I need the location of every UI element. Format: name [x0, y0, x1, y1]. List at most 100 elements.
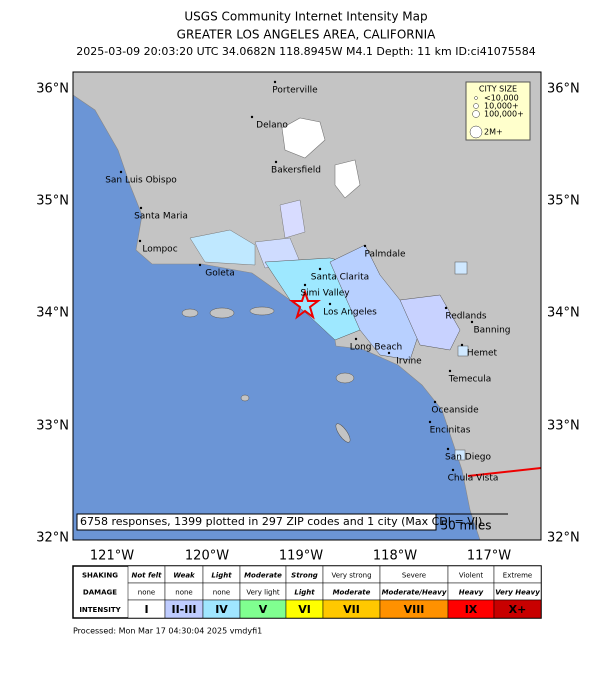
processed: Processed: Mon Mar 17 04:30:04 2025 vmdy…	[73, 627, 262, 636]
zip	[454, 261, 468, 275]
lon-label: 117°W	[467, 549, 511, 564]
shaking-label: Strong	[291, 572, 318, 580]
city-label: Banning	[473, 326, 510, 336]
city-label: Redlands	[445, 312, 487, 322]
title: USGS Community Internet Intensity Map	[184, 10, 427, 24]
damage-label: Heavy	[459, 589, 484, 597]
city-label: Chula Vista	[448, 474, 499, 484]
lat-label: 36°N	[547, 82, 580, 97]
intensity-label: V	[259, 603, 268, 616]
city-size-label: 2M+	[484, 128, 503, 137]
damage-label: none	[175, 589, 192, 597]
intensity-label: IX	[465, 603, 478, 616]
city-label: Bakersfield	[271, 166, 321, 176]
city-size-symbol	[474, 96, 478, 100]
city-dot	[250, 115, 254, 119]
subtitle: GREATER LOS ANGELES AREA, CALIFORNIA	[177, 28, 436, 42]
city-dot	[354, 337, 358, 341]
city-dot	[448, 369, 452, 373]
zip	[457, 345, 469, 357]
note-box	[76, 513, 437, 531]
lon-label: 121°W	[90, 549, 134, 564]
damage-label: none	[213, 589, 230, 597]
island	[209, 307, 235, 319]
city-size-title: CITY SIZE	[479, 85, 517, 94]
urban	[334, 159, 361, 199]
city-label: San Luis Obispo	[105, 176, 177, 186]
lat-label: 36°N	[36, 82, 69, 97]
intensity-label: IV	[215, 603, 228, 616]
epicenter	[289, 288, 321, 320]
lat-label: 33°N	[547, 419, 580, 434]
scale-label: 50 miles	[440, 519, 491, 533]
city-label: Lompoc	[142, 245, 177, 255]
city-label: San Diego	[445, 453, 491, 463]
border	[467, 467, 541, 477]
row-label: DAMAGE	[83, 589, 117, 597]
lon-label: 119°W	[279, 549, 323, 564]
island	[335, 372, 355, 384]
city-label: Encinitas	[430, 426, 471, 436]
intensity-label: VI	[298, 603, 311, 616]
damage-label: none	[138, 589, 155, 597]
city-size-label: 10,000+	[484, 102, 519, 111]
city-size-label: <10,000	[484, 94, 519, 103]
intensity-label: VIII	[404, 603, 425, 616]
intensity-label: II-III	[171, 603, 196, 616]
city-dot	[460, 343, 464, 347]
shaking-label: Light	[211, 572, 232, 580]
note: 6758 responses, 1399 plotted in 297 ZIP …	[80, 515, 482, 528]
city-dot	[119, 170, 123, 174]
lat-label: 33°N	[36, 419, 69, 434]
intensity-cell	[493, 599, 542, 619]
city-dot	[139, 206, 143, 210]
intensity-label: I	[144, 603, 148, 616]
row-label: SHAKING	[82, 572, 118, 580]
lat-label: 35°N	[547, 194, 580, 209]
map	[73, 72, 541, 540]
city-dot	[318, 267, 322, 271]
city-dot	[363, 244, 367, 248]
city-dot	[428, 420, 432, 424]
lat-label: 34°N	[547, 306, 580, 321]
lat-label: 32°N	[547, 531, 580, 546]
city-dot	[444, 306, 448, 310]
damage-label: Very light	[246, 589, 280, 597]
city-dot	[470, 320, 474, 324]
city-dot	[273, 80, 277, 84]
city-label: Santa Maria	[134, 212, 188, 222]
map-frame	[72, 71, 542, 541]
city-label: Simi Valley	[300, 289, 350, 299]
damage-label: Light	[294, 589, 315, 597]
shaking-label: Not felt	[132, 572, 163, 580]
city-dot	[451, 468, 455, 472]
city-dot	[138, 239, 142, 243]
island	[249, 306, 275, 316]
city-label: Long Beach	[350, 343, 403, 353]
city-dot	[303, 283, 307, 287]
shaking-label: Moderate	[244, 572, 282, 580]
lon-label: 120°W	[185, 549, 229, 564]
zip	[279, 199, 306, 239]
shaking-label: Violent	[459, 572, 484, 580]
lon-label: 118°W	[373, 549, 417, 564]
shaking-label: Severe	[402, 572, 426, 580]
city-label: Temecula	[448, 375, 491, 385]
damage-label: Very Heavy	[495, 589, 540, 597]
zip	[454, 449, 466, 461]
city-label: Delano	[256, 121, 288, 131]
island	[335, 423, 351, 443]
city-size-symbol	[469, 125, 483, 139]
city-size-symbol	[473, 103, 479, 109]
island	[181, 308, 199, 318]
city-label: Los Angeles	[323, 308, 377, 318]
lat-label: 35°N	[36, 194, 69, 209]
city-label: Santa Clarita	[311, 273, 369, 283]
damage-label: Moderate	[333, 589, 371, 597]
shaking-label: Extreme	[503, 572, 532, 580]
info: 2025-03-09 20:03:20 UTC 34.0682N 118.894…	[76, 45, 535, 58]
city-dot	[433, 400, 437, 404]
city-label: Hemet	[467, 349, 498, 359]
city-label: Oceanside	[431, 406, 479, 416]
